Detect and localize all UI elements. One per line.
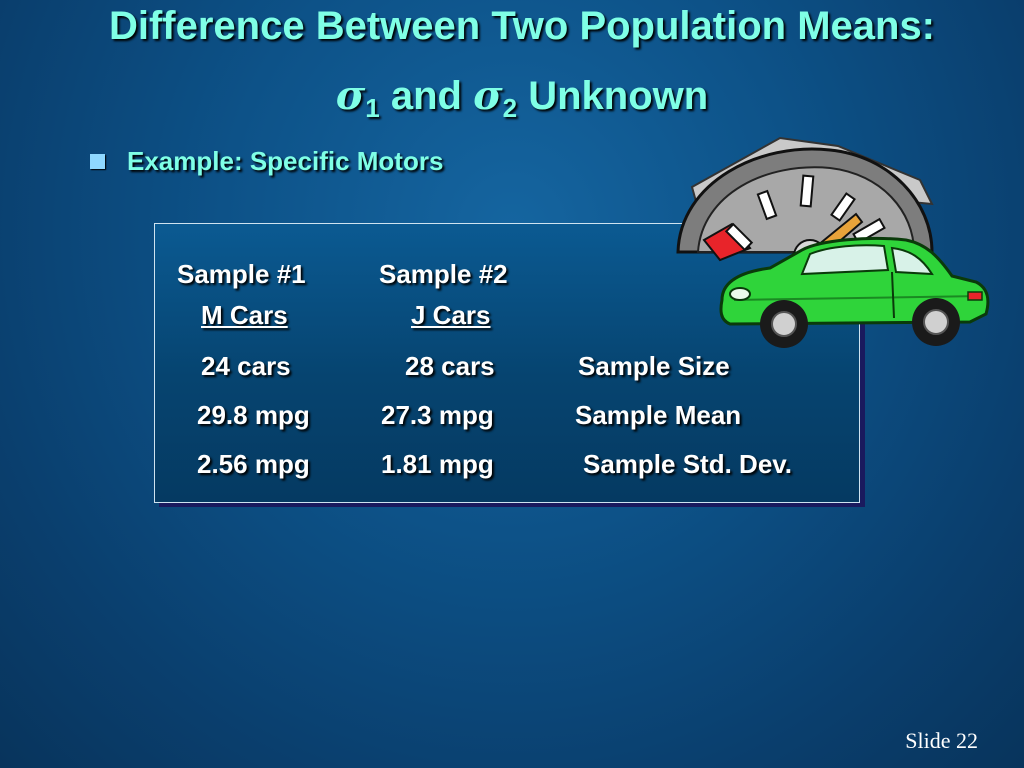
sample-std-label: Sample Std. Dev. (583, 449, 793, 479)
sample-mean-label: Sample Mean (575, 400, 742, 430)
slide-number: Slide 22 (905, 728, 978, 753)
slide-title-line1: Difference Between Two Population Means: (108, 4, 936, 48)
data-table-box: Sample #1 M Cars Sample #2 J Cars 24 car… (154, 223, 860, 503)
sample1-name: M Cars (201, 300, 288, 330)
sample-size-label: Sample Size (578, 351, 730, 381)
slide-title-line2: σ1 and σ2 Unknown (0, 72, 1024, 123)
title-suffix: Unknown (528, 74, 709, 118)
bullet-text: Example: Specific Motors (127, 146, 444, 176)
title-connector: and (390, 74, 462, 118)
sample-std-s1: 2.56 mpg (197, 449, 310, 479)
sigma-symbol-2: σ (473, 72, 503, 119)
sample-mean-s1: 29.8 mpg (197, 400, 310, 430)
sample-std-s2: 1.81 mpg (381, 449, 494, 479)
car-fuel-gauge-icon (676, 136, 990, 348)
sigma-subscript-1: 1 (365, 93, 380, 123)
sample1-header: Sample #1 (177, 259, 306, 289)
sample-size-s2: 28 cars (405, 351, 495, 381)
sample2-header: Sample #2 (379, 259, 508, 289)
sigma-symbol-1: σ (335, 72, 366, 119)
sample-size-s1: 24 cars (201, 351, 291, 381)
bullet-square-icon (90, 154, 105, 169)
sample2-name: J Cars (411, 300, 491, 330)
sigma-subscript-2: 2 (502, 93, 518, 123)
sample-mean-s2: 27.3 mpg (381, 400, 494, 430)
bullet-item: Example: Specific Motors (90, 146, 443, 177)
